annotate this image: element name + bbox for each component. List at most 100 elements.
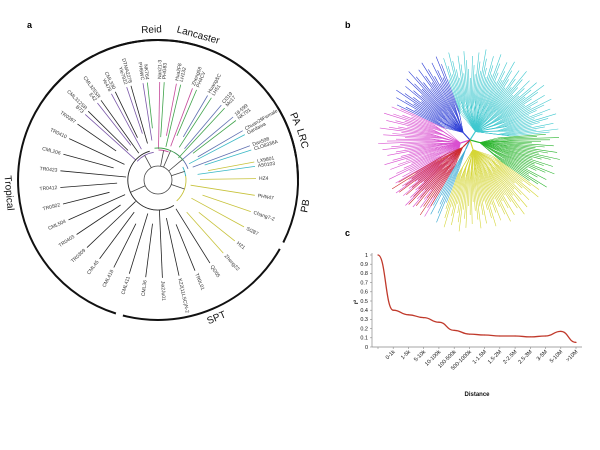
- tree-b-leaf: [495, 104, 545, 129]
- tree-b-cluster: [443, 139, 540, 232]
- tree-leaf-label: E42: [87, 92, 97, 103]
- group-bracket-arc: [122, 248, 281, 321]
- tree-b-leaf: [415, 76, 449, 115]
- tree-b-branch: [469, 149, 474, 181]
- tree-b-leaf: [391, 161, 437, 190]
- tree-root-ring: [143, 165, 173, 195]
- tree-b-leaf: [474, 61, 481, 101]
- tree-b-leaf: [463, 51, 469, 110]
- tree-b-leaf: [420, 164, 443, 184]
- tree-b-stem: [469, 131, 476, 141]
- tree-b-leaf: [476, 58, 487, 107]
- tree-b-leaf: [501, 115, 530, 128]
- tree-b-leaf: [468, 68, 470, 104]
- tree-b-branch: [475, 117, 504, 132]
- tree-b-leaf: [494, 158, 531, 187]
- tree-b-leaf: [404, 93, 443, 121]
- tree-b-stem: [469, 139, 480, 144]
- tree-b-branch: [479, 142, 506, 160]
- tree-branch: [186, 211, 224, 254]
- tree-b-leaf: [484, 63, 501, 103]
- y-tick-label: 1: [365, 253, 368, 259]
- ld-data-point: [544, 335, 547, 337]
- clade-stem: [171, 184, 185, 190]
- y-tick-label: 0.3: [360, 317, 368, 323]
- tree-branch: [159, 209, 163, 278]
- tree-b-leaf: [491, 169, 525, 215]
- tree-branch: [69, 138, 125, 165]
- tree-b-leaf: [441, 64, 460, 112]
- tree-b-leaf: [490, 87, 506, 110]
- tree-branch: [160, 82, 165, 138]
- ld-data-point: [529, 336, 531, 338]
- tree-b-leaf: [405, 159, 443, 186]
- tree-b-leaf: [475, 170, 487, 224]
- tree-b-leaf: [504, 159, 538, 178]
- tree-b-leaf: [419, 168, 452, 216]
- tree-b-leaf: [399, 158, 446, 193]
- tree-b-leaf: [430, 163, 456, 207]
- tree-b-leaf: [400, 108, 445, 129]
- tree-b-leaf: [404, 100, 436, 120]
- tree-leaf-label: CML418: [102, 269, 116, 289]
- group-label: PB: [299, 198, 312, 213]
- tree-leaf-label: TR0412: [39, 185, 57, 192]
- y-tick-label: 0.7: [360, 280, 368, 286]
- tree-b-leaf: [488, 175, 503, 202]
- tree-b-leaf: [479, 166, 497, 213]
- tree-b-leaf: [446, 166, 461, 203]
- panel-c-letter: c: [345, 228, 350, 238]
- tree-b-leaf: [498, 110, 537, 128]
- tree-b-leaf: [479, 172, 497, 227]
- tree-branch: [204, 149, 252, 166]
- tree-b-leaf: [488, 79, 509, 112]
- tree-b-leaf: [492, 70, 520, 108]
- tree-b-leaf: [421, 101, 439, 116]
- ld-data-point: [423, 317, 425, 319]
- tree-b-leaf: [406, 78, 444, 115]
- tree-b-leaf: [494, 96, 526, 122]
- tree-b-leaf: [421, 88, 452, 120]
- tree-b-leaf: [479, 178, 488, 210]
- tree-b-leaf: [404, 137, 431, 139]
- tree-b-leaf: [478, 67, 487, 104]
- tree-b-leaf: [459, 77, 465, 107]
- tree-b-leaf: [500, 154, 528, 169]
- panel-a-letter: a: [27, 20, 33, 30]
- tree-b-cluster: [391, 139, 471, 216]
- tree-b-leaf: [443, 169, 462, 228]
- tree-b-branch: [458, 110, 464, 133]
- tree-b-leaf: [483, 170, 500, 207]
- tree-b-leaf: [451, 166, 463, 207]
- tree-leaf-label: Si287: [245, 226, 259, 237]
- tree-b-leaf: [471, 173, 474, 202]
- y-tick-label: 0: [365, 345, 368, 351]
- tree-b-leaf: [496, 118, 535, 132]
- tree-b-leaf: [439, 173, 455, 205]
- tree-b-leaf: [504, 152, 535, 165]
- tree-b-leaf: [479, 169, 492, 205]
- tree-b-leaf: [492, 156, 540, 190]
- tree-leaf-label: Chang7-2: [253, 210, 276, 223]
- tree-b-leaf: [498, 163, 539, 198]
- tree-branch: [60, 182, 118, 188]
- tree-b-cluster: [443, 49, 559, 141]
- tree-b-leaf: [448, 79, 461, 114]
- tree-leaf-label: TR0502: [42, 202, 61, 212]
- tree-leaf-label: K22(11LSC)N-2: [176, 278, 189, 314]
- tree-leaf-label: Hua2F8: [174, 63, 183, 82]
- tree-branch: [192, 120, 237, 154]
- tree-branch: [84, 114, 136, 161]
- tree-b-leaf: [408, 157, 449, 189]
- tree-b-leaf: [486, 166, 505, 196]
- tree-leaf-label: PHN47: [257, 193, 274, 201]
- tree-b-leaf: [496, 147, 533, 159]
- tree-b-leaf: [496, 155, 547, 188]
- tree-b-leaf: [430, 88, 446, 109]
- tree-b-leaf: [386, 140, 437, 142]
- tree-b-branch: [475, 126, 508, 132]
- x-tick-label: 1-5k: [400, 349, 412, 361]
- tree-leaf-label: TR0403: [58, 234, 76, 249]
- tree-b-branch: [475, 121, 506, 132]
